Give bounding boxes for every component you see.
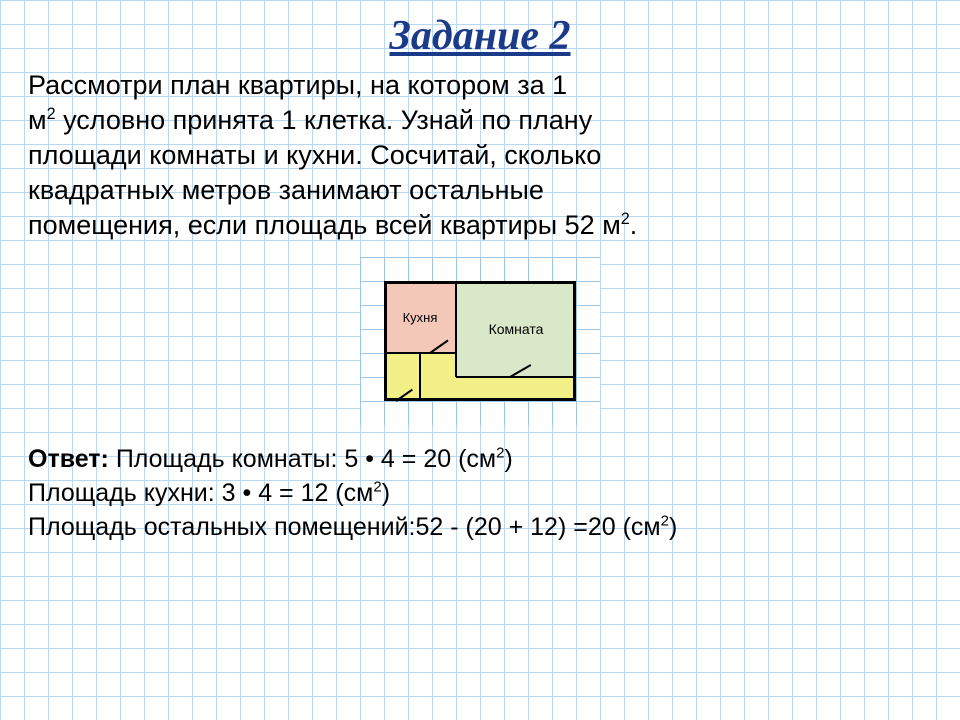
superscript-2: 2 (661, 513, 669, 530)
answer-line-1a: Площадь комнаты: 5 • 4 = 20 (см (109, 445, 496, 473)
answer-label: Ответ: (28, 445, 109, 473)
answer-block: Ответ: Площадь комнаты: 5 • 4 = 20 (см 2)… (28, 443, 932, 544)
answer-line-1b: ) (504, 445, 512, 473)
problem-line-5b: . (630, 210, 638, 240)
superscript-2: 2 (373, 479, 381, 496)
floor-plan-wrapper: Кухня Комната (28, 257, 932, 425)
answer-line-3b: ) (669, 513, 677, 541)
problem-line-2a: м (28, 105, 47, 135)
task-title: Задание 2 (28, 12, 932, 60)
apartment-outline (384, 281, 576, 401)
wall-komnata-bottom (456, 376, 576, 378)
problem-line-3: площади комнаты и кухни. Сосчитай, сколь… (28, 140, 601, 170)
problem-line-4: квадратных метров занимают остальные (28, 175, 544, 205)
wall-other-divider (419, 353, 421, 401)
problem-line-1: Рассмотри план квартиры, на котором за 1 (28, 70, 567, 100)
problem-line-2b: условно принята 1 клетка. Узнай по плану (56, 105, 593, 135)
floor-plan: Кухня Комната (360, 257, 600, 425)
problem-text: Рассмотри план квартиры, на котором за 1… (28, 68, 932, 243)
answer-line-3a: Площадь остальных помещений:52 - (20 + 1… (28, 513, 661, 541)
content-area: Задание 2 Рассмотри план квартиры, на ко… (0, 0, 960, 557)
answer-line-2a: Площадь кухни: 3 • 4 = 12 (см (28, 479, 373, 507)
wall-vertical-1 (455, 281, 457, 377)
answer-line-2b: ) (382, 479, 390, 507)
superscript-2: 2 (47, 105, 56, 123)
problem-line-5a: помещения, если площадь всей квартиры 52… (28, 210, 621, 240)
superscript-2: 2 (621, 210, 630, 228)
